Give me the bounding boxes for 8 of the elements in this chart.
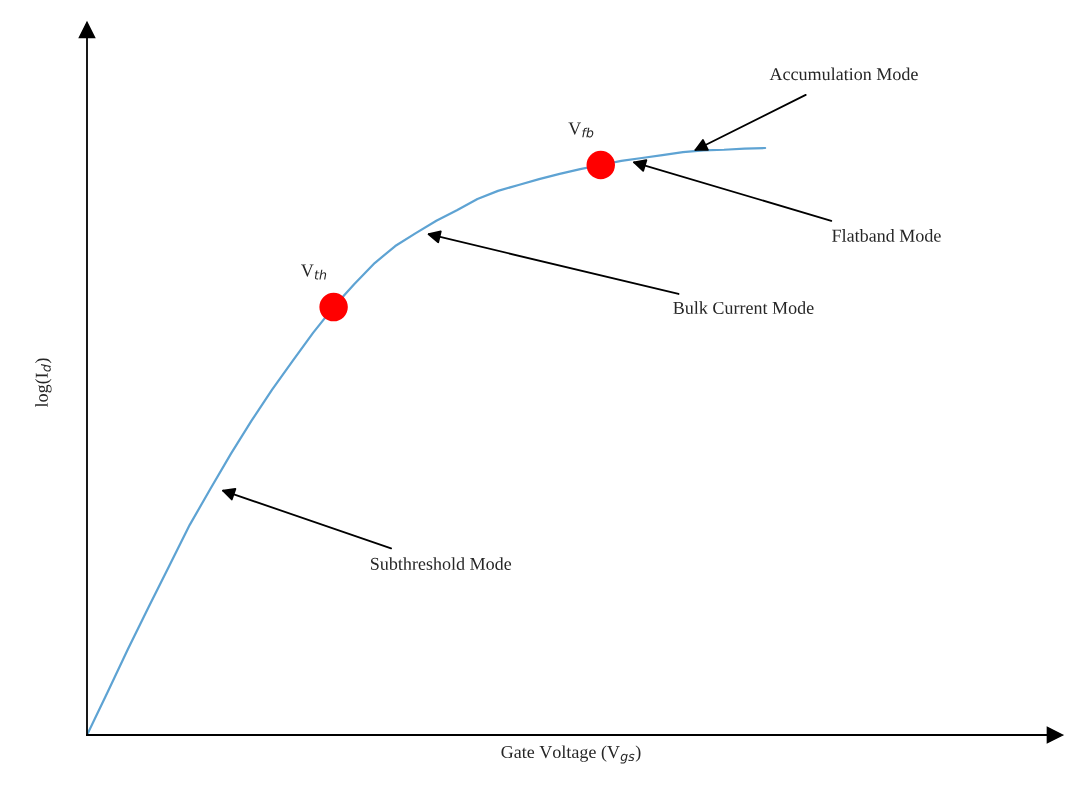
- text: Accumulation Mode: [769, 67, 918, 81]
- x-axis-title: Gate Voltage (V$_{gs}$): [501, 745, 641, 764]
- annotation: Bulk Current Mode: [673, 301, 814, 315]
- text: V$_{fb}$: [568, 122, 594, 138]
- annotation: Subthreshold Mode: [370, 557, 512, 570]
- annotation: V$_{th}$: [301, 264, 327, 280]
- text: Flatband Mode: [832, 229, 941, 242]
- y-axis-title: log(I$_{d}$): [35, 358, 52, 408]
